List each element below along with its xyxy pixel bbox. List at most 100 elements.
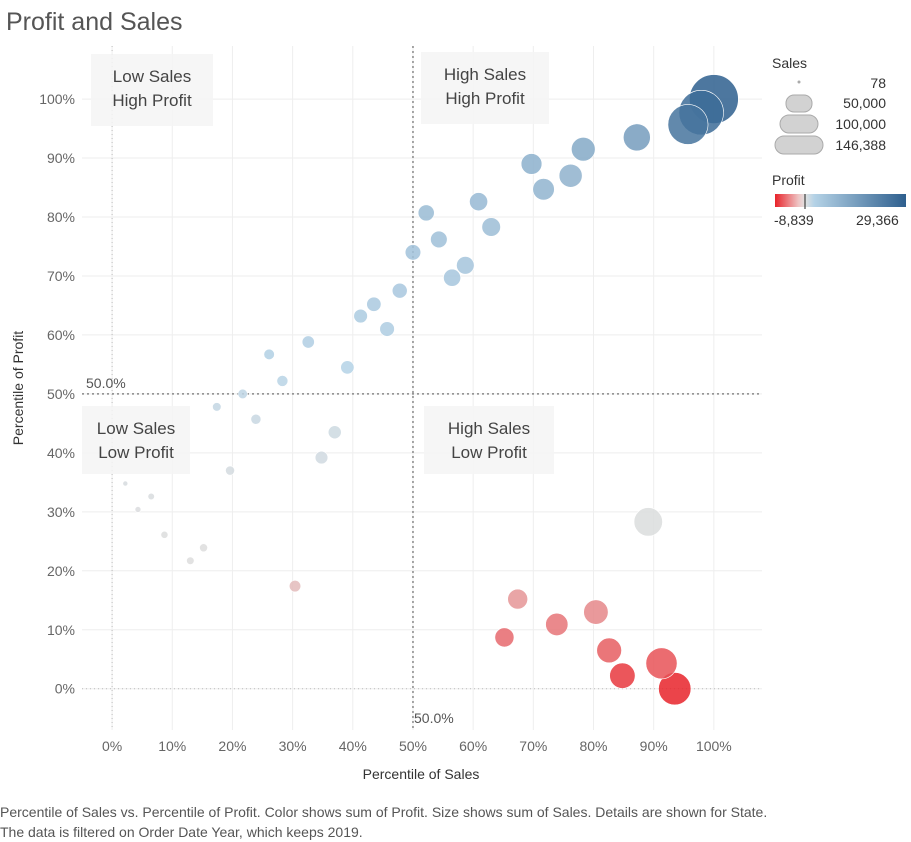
quadrant-box-bottom-left bbox=[82, 406, 190, 474]
quadrant-box-top-left bbox=[91, 54, 213, 126]
data-point[interactable] bbox=[609, 662, 636, 689]
grid-lines bbox=[82, 46, 762, 730]
x-axis-title: Percentile of Sales bbox=[363, 766, 480, 782]
data-point[interactable] bbox=[288, 580, 302, 593]
x-tick-label: 40% bbox=[339, 738, 367, 754]
y-reference-label: 50.0% bbox=[86, 375, 126, 391]
size-legend-value-3: 100,000 bbox=[835, 116, 886, 132]
data-point[interactable] bbox=[633, 507, 663, 537]
data-point[interactable] bbox=[353, 308, 368, 324]
y-axis-title: Percentile of Profit bbox=[10, 331, 26, 445]
size-legend-shape-2 bbox=[785, 94, 813, 113]
data-point[interactable] bbox=[366, 296, 382, 312]
data-point[interactable] bbox=[276, 375, 289, 387]
y-tick-label: 0% bbox=[55, 681, 75, 697]
data-point[interactable] bbox=[645, 647, 678, 680]
chart-title: Profit and Sales bbox=[6, 8, 183, 36]
data-point[interactable] bbox=[147, 492, 155, 501]
quadrant-label-line1: High Sales bbox=[448, 419, 530, 438]
y-tick-label: 30% bbox=[47, 504, 75, 520]
data-point[interactable] bbox=[623, 123, 651, 152]
size-legend-shapes bbox=[774, 80, 824, 155]
x-tick-label: 50% bbox=[399, 738, 427, 754]
x-tick-label: 90% bbox=[640, 738, 668, 754]
quadrant-label-line2: Low Profit bbox=[98, 443, 174, 462]
data-point[interactable] bbox=[558, 163, 583, 188]
color-legend-min: -8,839 bbox=[774, 212, 814, 228]
data-points[interactable] bbox=[122, 74, 739, 706]
data-point[interactable] bbox=[658, 672, 692, 706]
y-tick-label: 60% bbox=[47, 327, 75, 343]
x-reference-label: 50.0% bbox=[414, 710, 454, 726]
y-tick-label: 100% bbox=[39, 91, 75, 107]
x-axis-ticks: 0% 10% 20% 30% 40% 50% 60% 70% 80% 90% 100% bbox=[102, 738, 732, 754]
x-tick-label: 70% bbox=[519, 738, 547, 754]
data-point[interactable] bbox=[301, 335, 315, 349]
data-point[interactable] bbox=[583, 599, 609, 625]
data-point[interactable] bbox=[391, 282, 408, 299]
y-tick-label: 90% bbox=[47, 150, 75, 166]
color-legend-title: Profit bbox=[772, 172, 805, 188]
data-point[interactable] bbox=[160, 530, 169, 539]
data-point[interactable] bbox=[134, 506, 142, 513]
reference-lines bbox=[82, 46, 762, 730]
y-tick-label: 80% bbox=[47, 209, 75, 225]
data-point[interactable] bbox=[250, 413, 262, 425]
data-point[interactable] bbox=[327, 425, 342, 440]
quadrant-label-line1: Low Sales bbox=[97, 419, 175, 438]
size-legend-value-4: 146,388 bbox=[835, 137, 886, 153]
data-point[interactable] bbox=[456, 256, 475, 275]
data-point[interactable] bbox=[430, 230, 448, 249]
data-point[interactable] bbox=[379, 321, 395, 337]
y-tick-label: 50% bbox=[47, 386, 75, 402]
size-legend-shape-4 bbox=[774, 135, 824, 155]
data-point[interactable] bbox=[532, 178, 555, 201]
data-point[interactable] bbox=[212, 402, 222, 412]
data-point[interactable] bbox=[481, 217, 501, 237]
data-point[interactable] bbox=[443, 268, 462, 287]
data-point[interactable] bbox=[571, 136, 596, 162]
data-point[interactable] bbox=[237, 388, 248, 399]
x-tick-label: 30% bbox=[279, 738, 307, 754]
quadrant-label-line2: High Profit bbox=[445, 89, 525, 108]
color-legend-max: 29,366 bbox=[856, 212, 899, 228]
data-point[interactable] bbox=[545, 612, 569, 636]
quadrant-box-bottom-right bbox=[424, 406, 554, 474]
x-tick-label: 20% bbox=[218, 738, 246, 754]
data-point[interactable] bbox=[199, 543, 208, 553]
data-point[interactable] bbox=[507, 588, 528, 610]
y-tick-label: 20% bbox=[47, 563, 75, 579]
data-point[interactable] bbox=[340, 360, 355, 375]
data-point[interactable] bbox=[263, 348, 275, 360]
quadrant-label-line1: High Sales bbox=[444, 65, 526, 84]
y-tick-label: 10% bbox=[47, 622, 75, 638]
data-point[interactable] bbox=[417, 204, 435, 222]
quadrant-labels: Low Sales High Profit High Sales High Profi… bbox=[82, 52, 554, 474]
x-tick-label: 0% bbox=[102, 738, 122, 754]
profit-color-bar bbox=[775, 194, 906, 207]
x-tick-label: 100% bbox=[696, 738, 732, 754]
x-tick-label: 80% bbox=[579, 738, 607, 754]
data-point[interactable] bbox=[122, 480, 129, 487]
x-tick-label: 10% bbox=[158, 738, 186, 754]
size-legend-shape-3 bbox=[779, 114, 819, 134]
data-point[interactable] bbox=[667, 104, 709, 145]
quadrant-label-line2: High Profit bbox=[112, 91, 192, 110]
size-legend-value-1: 78 bbox=[870, 75, 886, 91]
quadrant-box-top-right bbox=[421, 52, 549, 124]
size-legend-title: Sales bbox=[772, 55, 808, 71]
data-point[interactable] bbox=[520, 153, 543, 175]
data-point[interactable] bbox=[494, 627, 515, 648]
y-axis-ticks: 0% 10% 20% 30% 40% 50% 60% 70% 80% 90% 100% bbox=[39, 91, 75, 697]
scatter-chart[interactable]: Low Sales High Profit High Sales High Profi… bbox=[0, 0, 911, 800]
data-point[interactable] bbox=[596, 637, 622, 664]
size-legend-shape-1 bbox=[797, 80, 801, 84]
y-tick-label: 40% bbox=[47, 445, 75, 461]
quadrant-label-line2: Low Profit bbox=[451, 443, 527, 462]
x-tick-label: 60% bbox=[459, 738, 487, 754]
data-point[interactable] bbox=[404, 244, 422, 261]
data-point[interactable] bbox=[186, 556, 195, 565]
data-point[interactable] bbox=[314, 450, 329, 465]
data-point[interactable] bbox=[469, 192, 488, 212]
data-point[interactable] bbox=[225, 465, 235, 476]
